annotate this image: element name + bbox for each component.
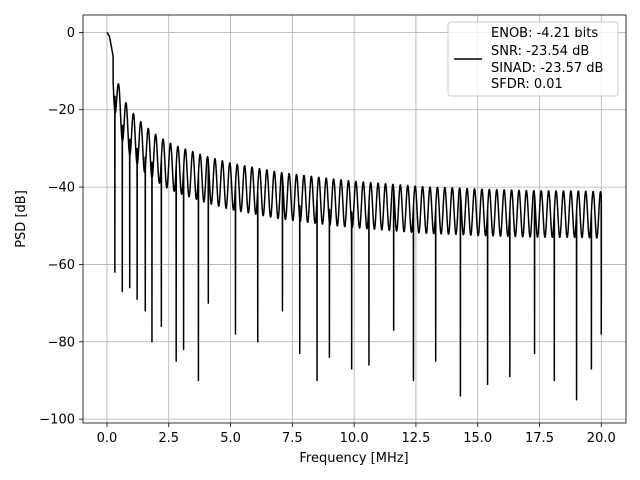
legend-entry-sfdr: SFDR: 0.01: [491, 77, 563, 92]
x-axis-label: Frequency [MHz]: [299, 451, 408, 466]
x-tick-label: 2.5: [158, 431, 179, 446]
x-tick-label: 15.0: [463, 431, 492, 446]
x-tick-label: 10.0: [340, 431, 369, 446]
y-tick-label: −100: [39, 413, 75, 428]
x-tick-label: 7.5: [282, 431, 303, 446]
legend-entry-sinad: SINAD: -23.57 dB: [491, 61, 603, 76]
x-axis: 0.0 2.5 5.0 7.5 10.0 12.5 15.0 17.5 20.0: [97, 423, 616, 446]
psd-series: [106, 31, 603, 401]
y-tick-label: −80: [48, 335, 75, 350]
y-tick-label: −40: [48, 181, 75, 196]
x-tick-label: 12.5: [401, 431, 430, 446]
x-tick-label: 5.0: [220, 431, 241, 446]
legend-entry-snr: SNR: -23.54 dB: [491, 44, 589, 59]
y-tick-label: 0: [67, 26, 75, 41]
x-tick-label: 0.0: [97, 431, 118, 446]
x-tick-label: 17.5: [525, 431, 554, 446]
y-tick-label: −20: [48, 103, 75, 118]
legend: ENOB: -4.21 bits SNR: -23.54 dB SINAD: -…: [447, 21, 619, 97]
y-tick-label: −60: [48, 258, 75, 273]
y-axis-label: PSD [dB]: [14, 190, 29, 248]
legend-entry-enob: ENOB: -4.21 bits: [491, 26, 598, 41]
y-axis: 0 −20 −40 −60 −80 −100: [39, 26, 83, 428]
legend-box: [447, 21, 619, 97]
psd-line: [106, 31, 603, 401]
x-tick-label: 20.0: [587, 431, 616, 446]
